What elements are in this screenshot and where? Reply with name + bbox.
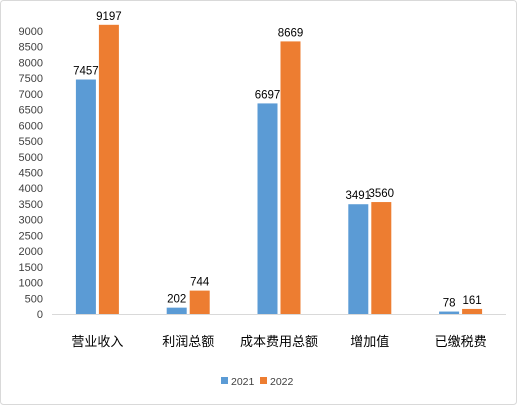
legend-swatch-2022: [260, 377, 267, 384]
y-tick-label: 5000: [19, 152, 43, 164]
y-tick-label: 9000: [19, 26, 43, 38]
y-axis-tick-labels: 0 500 1000 1500 2000 2500 3000 3500 4000 4500 5000…: [19, 26, 43, 321]
x-axis-category-labels: 营业收入 利润总额 成本费用总额 增加值 已缴税费: [71, 334, 486, 350]
legend-label-2021: 2021: [231, 376, 255, 388]
x-category-label: 利润总额: [162, 335, 214, 350]
data-label-2022-3: 8669: [278, 27, 304, 39]
y-tick-label: 6500: [19, 105, 43, 117]
bars: [75, 24, 483, 315]
y-tick-label: 8000: [19, 57, 43, 69]
y-tick-label: 2500: [19, 230, 43, 242]
data-labels: 7457 202 6697 3491 78 9197 744 8669 3560 161: [73, 11, 482, 310]
data-label-2021-2: 202: [167, 294, 186, 306]
y-tick-label: 7000: [19, 89, 43, 101]
data-label-2021-4: 3491: [346, 190, 372, 202]
bar-2022-5: [462, 308, 483, 314]
y-tick-label: 4500: [19, 168, 43, 180]
x-category-label: 已缴税费: [435, 335, 487, 350]
bar-2021-5: [439, 311, 460, 314]
bar-2022-3: [280, 41, 301, 314]
data-label-2021-5: 78: [443, 298, 456, 310]
y-tick-label: 1500: [19, 262, 43, 274]
legend-item-2022: 2022: [260, 376, 294, 388]
bar-2021-4: [348, 204, 369, 314]
legend-label-2022: 2022: [270, 376, 294, 388]
y-tick-label: 500: [25, 293, 43, 305]
data-label-2022-2: 744: [190, 277, 210, 289]
y-tick-label: 8500: [19, 42, 43, 54]
y-tick-label: 7500: [19, 73, 43, 85]
y-tick-label: 1000: [19, 278, 43, 290]
y-tick-label: 3000: [19, 215, 43, 227]
y-tick-label: 0: [37, 309, 43, 321]
y-tick-label: 6000: [19, 120, 43, 132]
data-label-2021-3: 6697: [255, 89, 281, 101]
bar-2022-1: [98, 24, 119, 314]
data-label-2021-1: 7457: [73, 66, 99, 78]
legend-item-2021: 2021: [221, 376, 255, 388]
x-category-label: 营业收入: [71, 335, 123, 350]
y-tick-label: 3500: [19, 199, 43, 211]
bar-2021-2: [166, 307, 187, 314]
data-label-2022-5: 161: [463, 295, 482, 307]
legend: 2021 2022: [221, 376, 294, 388]
y-tick-label: 2000: [19, 246, 43, 258]
data-label-2022-1: 9197: [96, 11, 122, 23]
bar-2021-1: [75, 79, 96, 315]
bar-2022-2: [189, 290, 210, 314]
y-tick-label: 5500: [19, 136, 43, 148]
bar-2021-3: [257, 103, 278, 314]
x-category-label: 增加值: [350, 334, 389, 350]
bar-2022-4: [371, 202, 392, 314]
legend-swatch-2021: [221, 377, 228, 384]
y-tick-label: 4000: [19, 183, 43, 195]
data-label-2022-4: 3560: [369, 188, 395, 200]
x-category-label: 成本费用总额: [240, 335, 318, 350]
